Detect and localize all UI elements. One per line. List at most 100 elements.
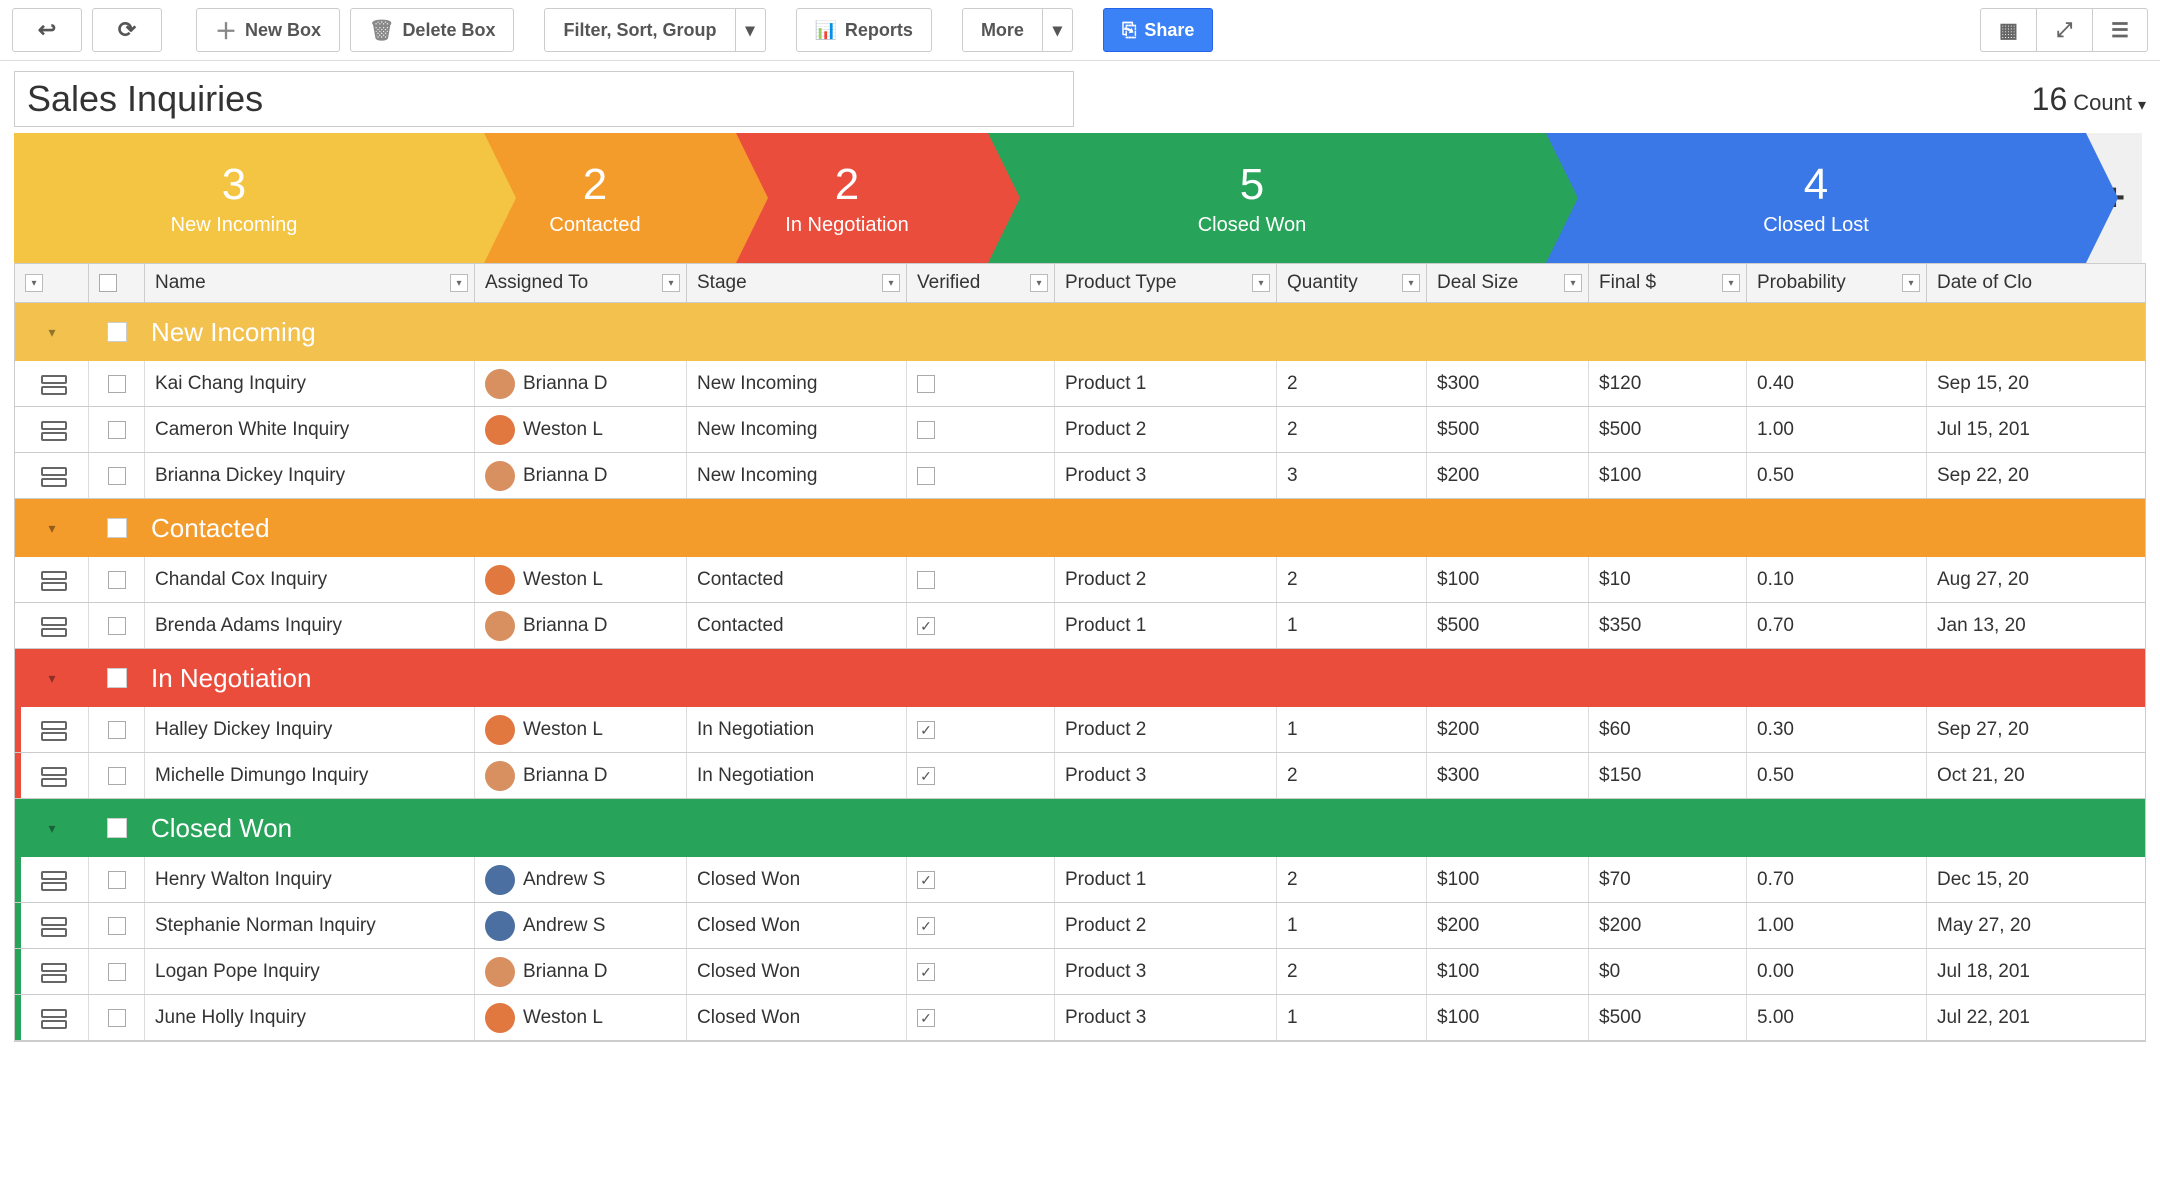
delete-box-button[interactable]: 🗑Delete Box: [350, 8, 514, 52]
row-checkbox[interactable]: [89, 407, 145, 452]
cell-date[interactable]: May 27, 20: [1927, 903, 2143, 948]
more-caret-button[interactable]: ▾: [1043, 8, 1073, 52]
cell-stage[interactable]: Contacted: [687, 603, 907, 648]
cell-product[interactable]: Product 1: [1055, 603, 1277, 648]
row-handle[interactable]: [15, 995, 89, 1040]
row-checkbox[interactable]: [89, 361, 145, 406]
cell-final[interactable]: $100: [1589, 453, 1747, 498]
cell-date[interactable]: Sep 22, 20: [1927, 453, 2143, 498]
cell-stage[interactable]: Closed Won: [687, 857, 907, 902]
cell-stage[interactable]: New Incoming: [687, 407, 907, 452]
dropdown-icon[interactable]: ▾: [1030, 274, 1048, 292]
cell-final[interactable]: $500: [1589, 995, 1747, 1040]
cell-final[interactable]: $150: [1589, 753, 1747, 798]
cell-final[interactable]: $120: [1589, 361, 1747, 406]
table-row[interactable]: Brianna Dickey InquiryBrianna DNew Incom…: [15, 453, 2145, 499]
cell-stage[interactable]: Closed Won: [687, 949, 907, 994]
cell-deal-size[interactable]: $200: [1427, 453, 1589, 498]
count-badge[interactable]: 16 Count ▾: [2032, 81, 2146, 118]
cell-name[interactable]: Cameron White Inquiry: [145, 407, 475, 452]
cell-assigned[interactable]: Weston L: [475, 407, 687, 452]
cell-assigned[interactable]: Brianna D: [475, 603, 687, 648]
stage-contacted[interactable]: 2Contacted: [484, 133, 736, 263]
reports-button[interactable]: 📊Reports: [796, 8, 932, 52]
row-handle[interactable]: [15, 707, 89, 752]
cell-date[interactable]: Sep 15, 20: [1927, 361, 2143, 406]
cell-date[interactable]: Jul 15, 201: [1927, 407, 2143, 452]
cell-probability[interactable]: 0.10: [1747, 557, 1927, 602]
cell-quantity[interactable]: 2: [1277, 949, 1427, 994]
cell-final[interactable]: $10: [1589, 557, 1747, 602]
dropdown-icon[interactable]: ▾: [662, 274, 680, 292]
cell-final[interactable]: $350: [1589, 603, 1747, 648]
row-checkbox[interactable]: [89, 857, 145, 902]
cell-date[interactable]: Aug 27, 20: [1927, 557, 2143, 602]
cell-quantity[interactable]: 2: [1277, 857, 1427, 902]
stage-new-incoming[interactable]: 3New Incoming: [14, 133, 484, 263]
cell-verified[interactable]: [907, 707, 1055, 752]
cell-quantity[interactable]: 2: [1277, 361, 1427, 406]
row-checkbox[interactable]: [89, 557, 145, 602]
cell-name[interactable]: Brenda Adams Inquiry: [145, 603, 475, 648]
cell-quantity[interactable]: 2: [1277, 753, 1427, 798]
cell-final[interactable]: $60: [1589, 707, 1747, 752]
row-checkbox[interactable]: [89, 603, 145, 648]
row-handle[interactable]: [15, 857, 89, 902]
cell-name[interactable]: Logan Pope Inquiry: [145, 949, 475, 994]
cell-date[interactable]: Oct 21, 20: [1927, 753, 2143, 798]
cell-stage[interactable]: Contacted: [687, 557, 907, 602]
cell-product[interactable]: Product 3: [1055, 949, 1277, 994]
filter-caret-button[interactable]: ▾: [736, 8, 766, 52]
table-row[interactable]: Logan Pope InquiryBrianna DClosed WonPro…: [15, 949, 2145, 995]
cell-probability[interactable]: 1.00: [1747, 903, 1927, 948]
header-verified[interactable]: Verified▾: [907, 264, 1055, 302]
cell-name[interactable]: June Holly Inquiry: [145, 995, 475, 1040]
cell-deal-size[interactable]: $300: [1427, 361, 1589, 406]
row-handle[interactable]: [15, 407, 89, 452]
cell-deal-size[interactable]: $200: [1427, 903, 1589, 948]
cell-verified[interactable]: [907, 453, 1055, 498]
stage-closed-won[interactable]: 5Closed Won: [988, 133, 1546, 263]
expand-button[interactable]: ⤢: [2036, 8, 2092, 52]
cell-name[interactable]: Kai Chang Inquiry: [145, 361, 475, 406]
cell-date[interactable]: Jul 18, 201: [1927, 949, 2143, 994]
table-row[interactable]: Chandal Cox InquiryWeston LContactedProd…: [15, 557, 2145, 603]
new-box-button[interactable]: ＋New Box: [196, 8, 340, 52]
cell-probability[interactable]: 0.70: [1747, 603, 1927, 648]
row-handle[interactable]: [15, 603, 89, 648]
cell-probability[interactable]: 0.50: [1747, 453, 1927, 498]
dropdown-icon[interactable]: ▾: [1252, 274, 1270, 292]
cell-stage[interactable]: Closed Won: [687, 903, 907, 948]
cell-verified[interactable]: [907, 995, 1055, 1040]
cell-probability[interactable]: 0.00: [1747, 949, 1927, 994]
cell-deal-size[interactable]: $300: [1427, 753, 1589, 798]
cell-probability[interactable]: 0.40: [1747, 361, 1927, 406]
cell-assigned[interactable]: Brianna D: [475, 453, 687, 498]
dropdown-icon[interactable]: ▾: [1902, 274, 1920, 292]
cell-deal-size[interactable]: $500: [1427, 407, 1589, 452]
dropdown-icon[interactable]: ▾: [450, 274, 468, 292]
cell-final[interactable]: $0: [1589, 949, 1747, 994]
cell-probability[interactable]: 5.00: [1747, 995, 1927, 1040]
row-handle[interactable]: [15, 361, 89, 406]
row-checkbox[interactable]: [89, 995, 145, 1040]
table-row[interactable]: Cameron White InquiryWeston LNew Incomin…: [15, 407, 2145, 453]
cell-probability[interactable]: 0.70: [1747, 857, 1927, 902]
cell-deal-size[interactable]: $500: [1427, 603, 1589, 648]
cell-deal-size[interactable]: $100: [1427, 857, 1589, 902]
cell-verified[interactable]: [907, 361, 1055, 406]
cell-final[interactable]: $500: [1589, 407, 1747, 452]
cell-quantity[interactable]: 2: [1277, 557, 1427, 602]
cell-verified[interactable]: [907, 903, 1055, 948]
cell-deal-size[interactable]: $100: [1427, 949, 1589, 994]
row-handle[interactable]: [15, 903, 89, 948]
table-row[interactable]: Kai Chang InquiryBrianna DNew IncomingPr…: [15, 361, 2145, 407]
table-row[interactable]: June Holly InquiryWeston LClosed WonProd…: [15, 995, 2145, 1041]
cell-name[interactable]: Halley Dickey Inquiry: [145, 707, 475, 752]
cell-probability[interactable]: 0.30: [1747, 707, 1927, 752]
cell-stage[interactable]: In Negotiation: [687, 753, 907, 798]
cell-verified[interactable]: [907, 603, 1055, 648]
table-row[interactable]: Stephanie Norman InquiryAndrew SClosed W…: [15, 903, 2145, 949]
header-probability[interactable]: Probability▾: [1747, 264, 1927, 302]
group-header[interactable]: ▾Contacted: [15, 499, 2145, 557]
